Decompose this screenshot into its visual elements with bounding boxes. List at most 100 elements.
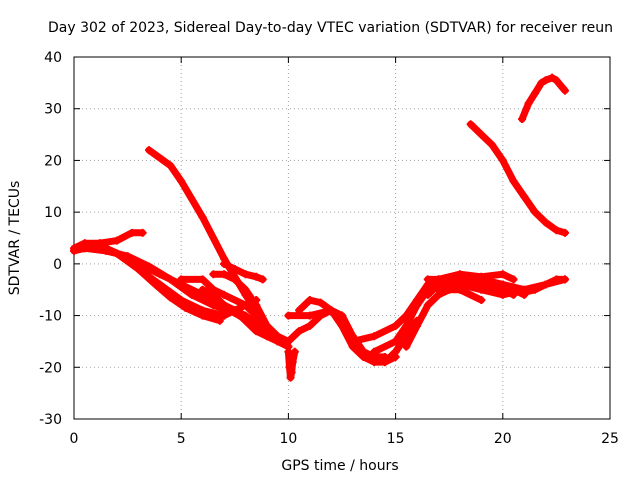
y-tick-label: 20 bbox=[44, 153, 62, 169]
data-point bbox=[518, 115, 527, 124]
data-point bbox=[230, 265, 239, 274]
data-point bbox=[305, 311, 314, 320]
data-point bbox=[198, 311, 207, 320]
axis-ticks: 0 5 10 15 20 25 -30 -20 -10 0 10 20 30 40 bbox=[39, 50, 619, 447]
data-point bbox=[285, 363, 294, 372]
data-point bbox=[241, 301, 250, 310]
data-point bbox=[220, 301, 229, 310]
data-point bbox=[552, 76, 561, 85]
series-trace-24 bbox=[518, 74, 569, 123]
data-point bbox=[423, 301, 432, 310]
data-point bbox=[552, 275, 561, 284]
data-point bbox=[541, 76, 550, 85]
data-point bbox=[252, 327, 261, 336]
y-tick-label: 10 bbox=[44, 205, 62, 221]
data-point bbox=[530, 208, 539, 217]
x-tick-label: 10 bbox=[279, 431, 297, 447]
y-tick-label: -30 bbox=[39, 412, 62, 428]
data-point bbox=[524, 99, 533, 108]
x-axis-label: GPS time / hours bbox=[281, 458, 398, 474]
data-point bbox=[209, 311, 218, 320]
data-point bbox=[488, 140, 497, 149]
data-point bbox=[477, 130, 486, 139]
data-point bbox=[537, 78, 546, 87]
data-point bbox=[560, 275, 569, 284]
data-point bbox=[151, 280, 160, 289]
data-point bbox=[391, 352, 400, 361]
data-point bbox=[284, 337, 293, 346]
data-point bbox=[284, 311, 293, 320]
y-tick-label: 0 bbox=[53, 257, 62, 273]
data-point bbox=[230, 306, 239, 315]
data-point bbox=[181, 303, 190, 312]
plot-frame bbox=[73, 56, 611, 420]
data-point bbox=[119, 252, 128, 261]
data-point bbox=[145, 146, 154, 155]
data-point bbox=[241, 316, 250, 325]
data-point bbox=[359, 352, 368, 361]
data-point bbox=[413, 321, 422, 330]
data-point bbox=[477, 285, 486, 294]
data-point bbox=[166, 293, 175, 302]
data-point bbox=[127, 228, 136, 237]
data-point bbox=[402, 342, 411, 351]
x-tick-label: 20 bbox=[494, 431, 512, 447]
data-point bbox=[295, 327, 304, 336]
data-point bbox=[455, 280, 464, 289]
data-point bbox=[423, 290, 432, 299]
data-point bbox=[252, 296, 261, 305]
data-point bbox=[138, 228, 147, 237]
data-point bbox=[305, 321, 314, 330]
data-point bbox=[198, 275, 207, 284]
data-point bbox=[477, 272, 486, 281]
data-point bbox=[509, 177, 518, 186]
data-point bbox=[552, 226, 561, 235]
data-point bbox=[370, 347, 379, 356]
data-point bbox=[548, 73, 557, 82]
data-point bbox=[286, 373, 295, 382]
data-point bbox=[370, 358, 379, 367]
data-point bbox=[166, 161, 175, 170]
x-tick-label: 0 bbox=[70, 431, 79, 447]
x-tick-label: 15 bbox=[387, 431, 405, 447]
data-point bbox=[530, 89, 539, 98]
data-point bbox=[241, 270, 250, 279]
data-point bbox=[177, 177, 186, 186]
data-point bbox=[348, 337, 357, 346]
data-point bbox=[258, 275, 267, 284]
data-point bbox=[338, 311, 346, 320]
data-point bbox=[198, 285, 207, 294]
data-point bbox=[413, 301, 422, 310]
y-tick-label: -10 bbox=[39, 309, 62, 325]
data-point bbox=[498, 285, 507, 294]
data-point bbox=[498, 156, 507, 165]
data-point bbox=[134, 265, 143, 274]
data-point bbox=[455, 270, 464, 279]
data-point bbox=[209, 270, 218, 279]
data-point bbox=[434, 275, 443, 284]
data-point bbox=[391, 337, 400, 346]
data-point bbox=[155, 270, 164, 279]
data-point bbox=[520, 192, 529, 201]
data-point bbox=[220, 311, 229, 320]
data-point bbox=[287, 368, 296, 377]
series-trace-15 bbox=[295, 296, 400, 366]
chart-title: Day 302 of 2023, Sidereal Day-to-day VTE… bbox=[48, 20, 613, 36]
data-point bbox=[87, 241, 96, 250]
grid-lines bbox=[74, 57, 610, 419]
data-point bbox=[530, 285, 539, 294]
data-point bbox=[434, 285, 443, 294]
data-point bbox=[295, 306, 304, 315]
data-point bbox=[220, 290, 229, 299]
data-point bbox=[338, 321, 346, 330]
data-point bbox=[305, 296, 314, 305]
data-point bbox=[541, 280, 550, 289]
data-series bbox=[70, 73, 569, 382]
data-point bbox=[423, 275, 432, 284]
data-point bbox=[560, 86, 569, 95]
data-point bbox=[498, 270, 507, 279]
data-point bbox=[560, 228, 569, 237]
series-trace-5 bbox=[72, 242, 224, 325]
data-point bbox=[520, 288, 529, 297]
